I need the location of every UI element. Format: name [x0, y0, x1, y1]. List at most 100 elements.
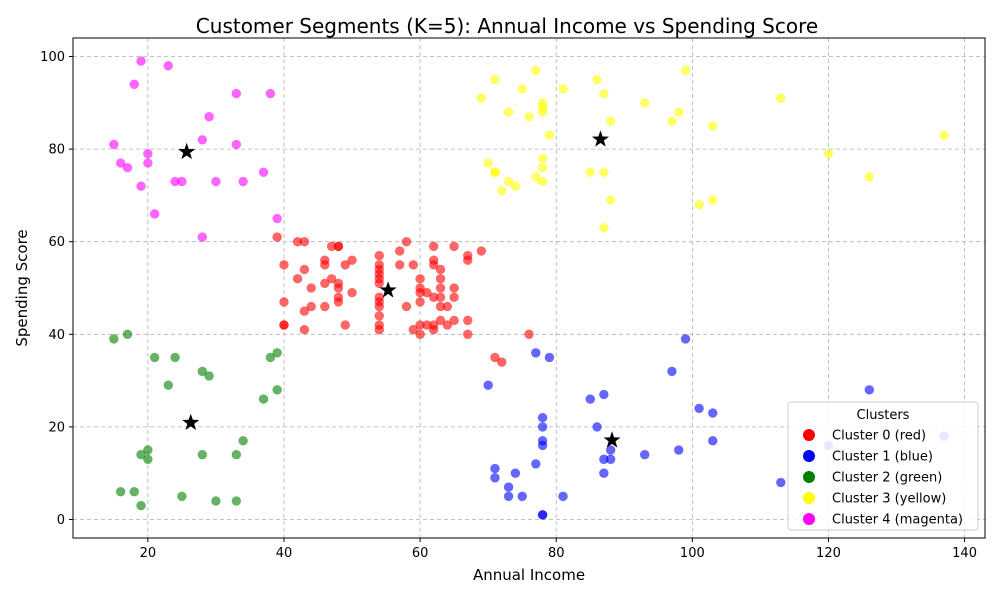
- data-point: [537, 422, 548, 432]
- data-point: [231, 88, 242, 99]
- data-point: [599, 389, 609, 400]
- legend-marker: [803, 513, 815, 525]
- data-point: [340, 260, 351, 270]
- data-point: [115, 486, 126, 497]
- data-point: [394, 246, 405, 256]
- data-point: [490, 463, 500, 474]
- data-point: [415, 283, 425, 293]
- data-point: [258, 394, 269, 404]
- data-point: [776, 477, 786, 488]
- centroid-star: [178, 142, 196, 160]
- data-point: [864, 172, 875, 182]
- data-point: [326, 273, 337, 284]
- data-point: [374, 324, 385, 335]
- data-point: [109, 334, 119, 344]
- data-point: [299, 324, 310, 335]
- data-point: [149, 209, 160, 219]
- data-point: [428, 320, 439, 330]
- y-tick-label: 100: [40, 50, 65, 65]
- data-point: [592, 422, 602, 432]
- legend-items: Cluster 0 (red) Cluster 1 (blue) Cluster 2…: [803, 429, 963, 528]
- data-point: [939, 130, 949, 141]
- x-tick-label: 40: [276, 546, 293, 561]
- data-point: [109, 139, 119, 150]
- data-point: [177, 491, 187, 502]
- data-point: [435, 292, 446, 303]
- data-point: [639, 449, 650, 460]
- data-point: [599, 468, 609, 478]
- x-tick-label: 80: [548, 546, 565, 561]
- data-point: [694, 403, 704, 414]
- data-point: [272, 213, 282, 224]
- data-point: [605, 116, 616, 127]
- data-point: [435, 315, 446, 326]
- data-point: [149, 352, 160, 363]
- data-point: [204, 111, 214, 122]
- centroid-star: [379, 281, 397, 298]
- data-point: [517, 84, 527, 94]
- y-tick-label: 0: [57, 513, 65, 528]
- data-point: [537, 162, 548, 173]
- legend-label: Cluster 4 (magenta): [832, 513, 963, 528]
- data-point: [136, 56, 146, 66]
- data-point: [435, 273, 446, 284]
- legend-title: Clusters: [857, 408, 910, 423]
- data-point: [272, 232, 282, 242]
- x-tick-label: 140: [952, 546, 977, 561]
- data-point: [490, 167, 500, 178]
- data-point: [510, 468, 521, 478]
- data-point: [667, 366, 677, 377]
- data-point: [776, 93, 786, 103]
- data-point: [490, 473, 500, 483]
- data-point: [680, 65, 691, 76]
- x-axis-ticks: 20 40 60 80 100 120 140: [140, 538, 977, 561]
- data-point: [605, 195, 616, 205]
- legend-label: Cluster 3 (yellow): [832, 492, 946, 507]
- data-point: [599, 223, 609, 233]
- series-3: [476, 65, 949, 233]
- y-axis-label: Spending Score: [13, 229, 31, 346]
- data-point: [231, 449, 242, 460]
- data-point: [306, 301, 317, 312]
- data-point: [510, 181, 521, 191]
- data-point: [408, 324, 419, 335]
- data-point: [374, 310, 385, 321]
- data-point: [503, 482, 514, 492]
- data-point: [449, 315, 459, 326]
- data-point: [320, 301, 330, 312]
- data-point: [585, 394, 596, 404]
- data-point: [537, 102, 548, 113]
- data-point: [442, 320, 453, 330]
- data-point: [462, 255, 473, 266]
- data-point: [537, 440, 548, 451]
- data-point: [177, 176, 187, 187]
- data-point: [197, 449, 208, 460]
- data-point: [496, 185, 507, 196]
- data-point: [143, 158, 153, 168]
- data-point: [258, 167, 269, 178]
- data-point: [428, 255, 439, 266]
- data-point: [170, 352, 180, 363]
- data-point: [299, 306, 310, 316]
- data-point: [408, 260, 419, 270]
- data-point: [639, 98, 650, 108]
- data-point: [524, 111, 534, 122]
- data-point: [320, 260, 330, 270]
- data-point: [707, 195, 718, 205]
- data-point: [272, 348, 282, 358]
- y-tick-label: 60: [48, 235, 65, 250]
- data-point: [537, 510, 548, 520]
- data-point: [299, 236, 310, 247]
- y-axis-ticks: 0 20 40 60 80 100: [40, 50, 73, 528]
- data-point: [211, 496, 221, 506]
- data-point: [673, 107, 684, 117]
- centroid-star: [591, 130, 610, 147]
- data-point: [449, 292, 459, 303]
- series-2: [109, 329, 282, 511]
- data-point: [204, 371, 214, 381]
- data-point: [347, 255, 357, 266]
- data-point: [442, 301, 453, 312]
- data-point: [490, 74, 500, 85]
- data-point: [238, 435, 248, 446]
- data-point: [415, 329, 425, 340]
